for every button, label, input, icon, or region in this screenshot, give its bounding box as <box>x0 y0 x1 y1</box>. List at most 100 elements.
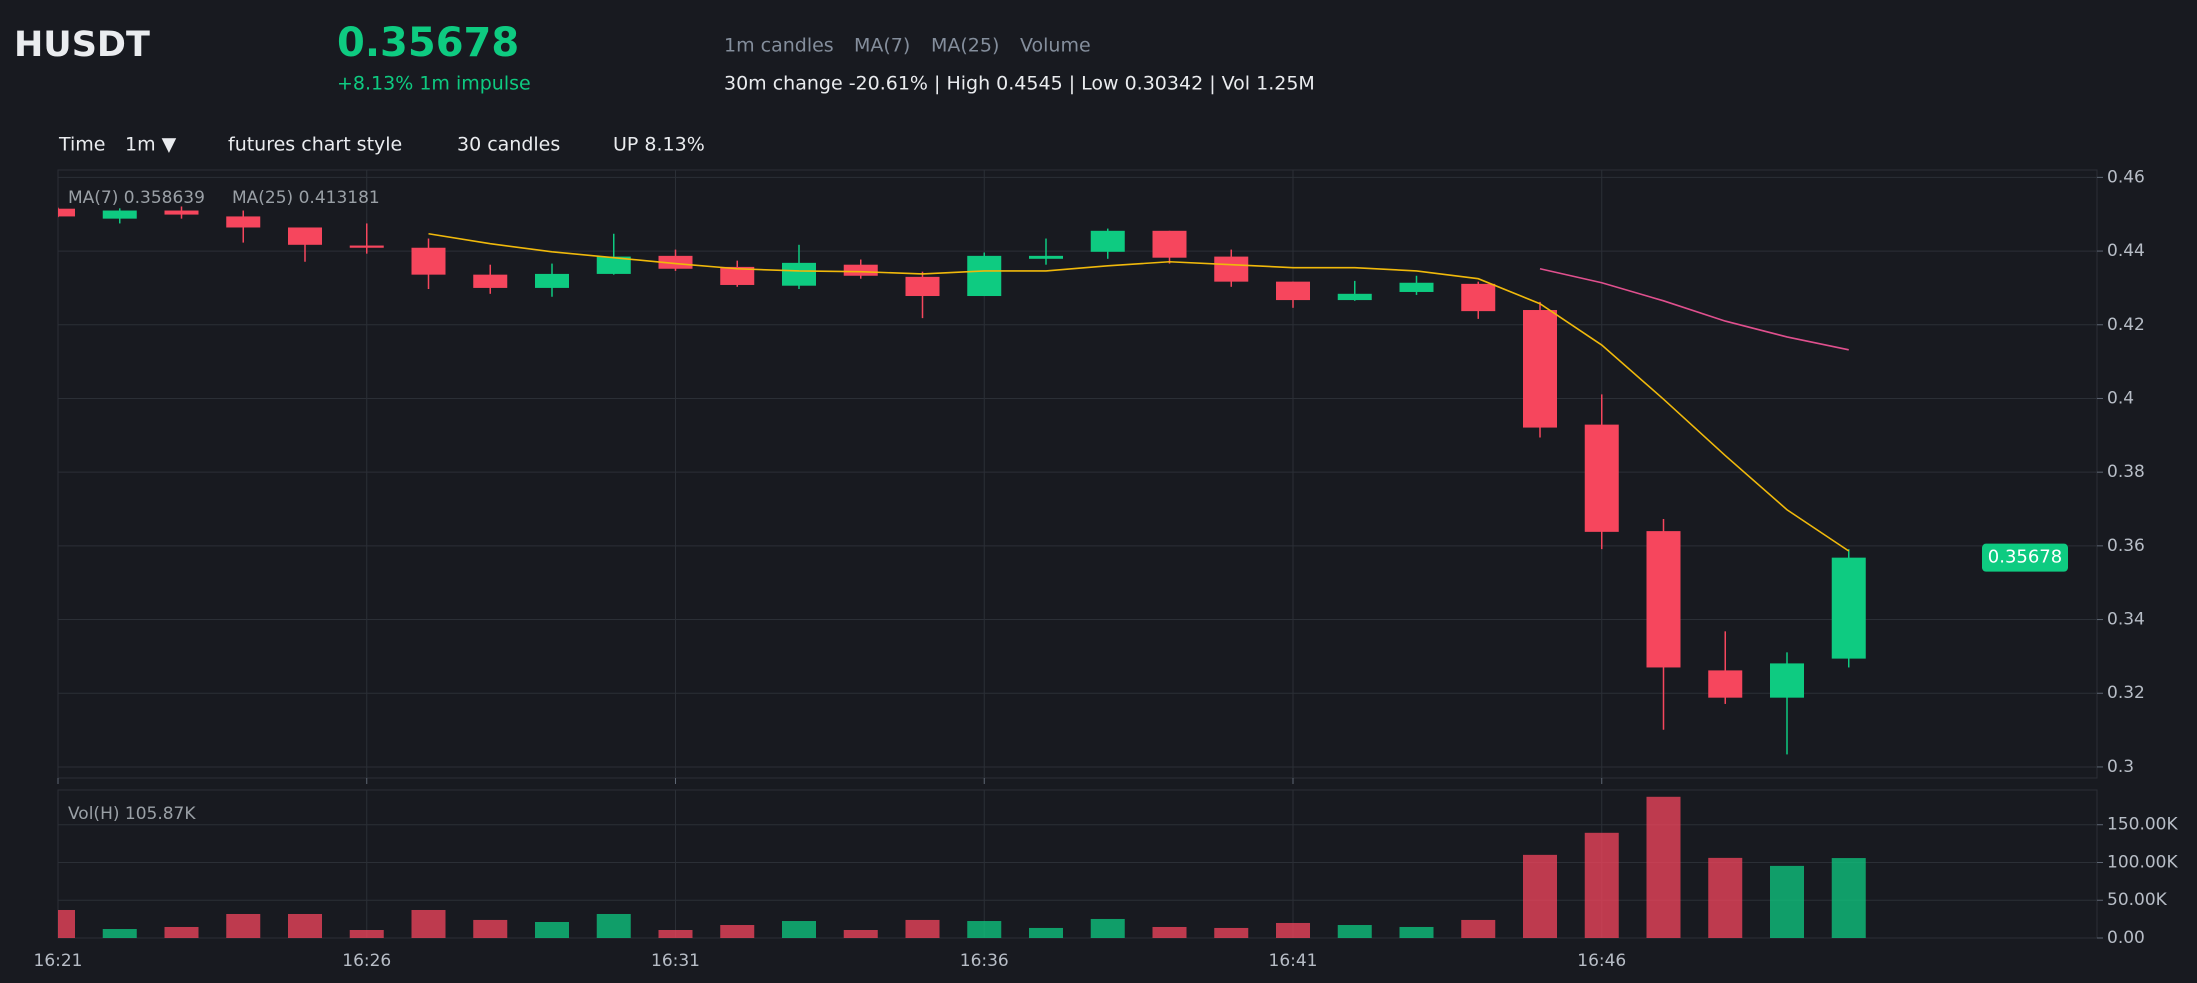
volume-bar <box>473 919 508 938</box>
volume-bar <box>411 909 446 938</box>
candle-body <box>226 216 261 228</box>
indicator: MA(25) <box>931 35 999 57</box>
candle-body <box>782 262 816 286</box>
toolbar-item[interactable]: 30 candles <box>457 134 560 156</box>
indicator: Volume <box>1020 35 1091 57</box>
toolbar-item[interactable]: futures chart style <box>228 134 402 156</box>
y-tick-label: 0.38 <box>2107 462 2145 482</box>
volume-bar <box>1029 927 1063 938</box>
volume-bar <box>226 913 261 938</box>
candle-body <box>1523 310 1557 428</box>
x-tick-label: 16:26 <box>342 951 391 971</box>
legend-entry: MA(25) 0.413181 <box>232 188 380 208</box>
volume-bar <box>1090 918 1125 938</box>
candle-body <box>1770 663 1804 698</box>
candle-body <box>1276 281 1310 301</box>
volume-bar <box>164 926 199 938</box>
candle-body <box>473 274 508 288</box>
candle-body <box>535 273 569 288</box>
volume-bar <box>720 925 755 938</box>
volume-bar <box>58 909 75 938</box>
candle-body <box>1461 283 1496 312</box>
volume-bar <box>905 919 940 938</box>
y-tick-label: 0.3 <box>2107 757 2134 777</box>
volume-bar <box>1831 858 1866 938</box>
toolbar-label: Time <box>58 134 106 156</box>
interval-select[interactable]: 1m ▼ <box>125 134 177 156</box>
candle-body <box>1399 282 1434 292</box>
panel-title: Vol(H) 105.87K <box>68 804 196 824</box>
candle-body <box>596 256 631 274</box>
candle-body <box>411 247 446 275</box>
x-tick-label: 16:46 <box>1577 951 1626 971</box>
candle-body <box>164 210 199 215</box>
volume-bar <box>1584 832 1619 938</box>
volume-bar <box>1214 927 1249 938</box>
candle-body <box>1214 256 1249 282</box>
ma-line <box>428 232 1850 552</box>
candle-body <box>1831 557 1866 659</box>
x-tick-label: 16:31 <box>651 951 700 971</box>
x-tick-label: 16:41 <box>1269 951 1318 971</box>
y-tick-label: 50.00K <box>2107 890 2168 910</box>
ma-line <box>1539 267 1849 351</box>
y-tick-label: 0.46 <box>2107 167 2145 187</box>
y-tick-label: 0.42 <box>2107 315 2145 335</box>
indicator: 1m candles <box>724 35 834 57</box>
candle-body <box>1090 230 1125 252</box>
candle-body <box>102 210 137 219</box>
candle-body <box>288 227 322 245</box>
price-change: +8.13% 1m impulse <box>337 73 531 95</box>
x-tick-label: 16:21 <box>34 951 83 971</box>
volume-bar <box>1399 926 1434 938</box>
volume-bar <box>1276 922 1310 938</box>
volume-bar <box>1523 854 1557 938</box>
volume-bar <box>535 921 569 938</box>
y-tick-label: 0.4 <box>2107 388 2134 408</box>
symbol: HUSDT <box>14 25 150 65</box>
candle-body <box>658 255 693 269</box>
volume-bar <box>782 921 816 938</box>
price: 0.35678 <box>337 20 519 66</box>
y-tick-label: 0.44 <box>2107 241 2145 261</box>
candle-body <box>1708 670 1743 698</box>
volume-bar <box>1770 865 1804 938</box>
y-tick-label: 150.00K <box>2107 815 2178 835</box>
candle-body <box>905 276 940 297</box>
candle-body <box>1152 230 1187 258</box>
volume-bar <box>843 929 878 938</box>
volume-bar <box>658 929 693 938</box>
volume-bar <box>102 929 137 938</box>
y-tick-label: 0.34 <box>2107 610 2145 630</box>
x-tick-label: 16:36 <box>960 951 1009 971</box>
volume-bar <box>1461 919 1496 938</box>
y-tick-label: 0.36 <box>2107 536 2145 556</box>
toolbar-item[interactable]: UP 8.13% <box>613 134 705 156</box>
candle-body <box>1029 255 1063 259</box>
candle-body <box>1584 424 1619 532</box>
candle-body <box>720 266 755 285</box>
candle-body <box>349 245 384 248</box>
candle-body <box>1646 531 1681 668</box>
candle-body <box>58 208 75 217</box>
y-tick-label: 100.00K <box>2107 852 2178 872</box>
volume-bar <box>1337 925 1372 938</box>
volume-bar <box>1646 796 1681 938</box>
last-price-badge <box>1982 543 2068 572</box>
volume-bar <box>288 913 322 938</box>
last-price-label: 0.35678 <box>1988 547 2062 568</box>
candle-body <box>1337 293 1372 301</box>
summary: 30m change -20.61% | High 0.4545 | Low 0… <box>724 73 1315 95</box>
legend-entry: MA(7) 0.358639 <box>68 188 205 208</box>
candle-body <box>843 264 878 276</box>
y-tick-label: 0.32 <box>2107 683 2145 703</box>
volume-bar <box>1708 857 1743 938</box>
volume-bar <box>1152 926 1187 938</box>
candle-body <box>967 255 1002 297</box>
volume-bar <box>349 929 384 938</box>
volume-bar <box>596 913 631 938</box>
volume-bar <box>967 921 1002 938</box>
